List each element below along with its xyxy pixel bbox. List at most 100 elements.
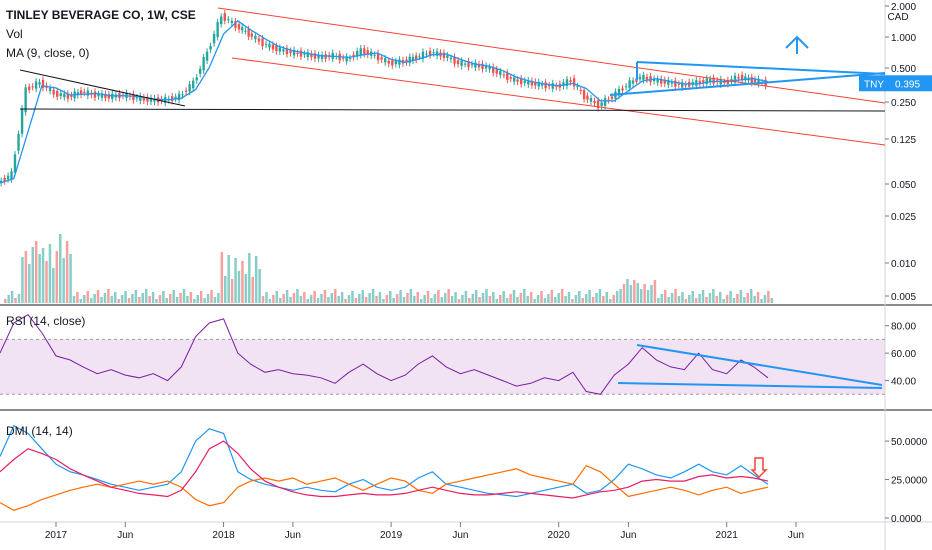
volume-bar	[698, 294, 701, 303]
volume-bar	[736, 294, 739, 303]
volume-bar	[719, 292, 722, 303]
volume-bar	[743, 297, 746, 303]
candle-body	[28, 86, 31, 90]
candle-body	[184, 90, 188, 92]
dmi-up-arrow-icon	[750, 457, 768, 479]
volume-bar	[227, 255, 230, 303]
triangle-bottom	[609, 72, 886, 96]
dmi-tick-label: 50.0000	[891, 437, 928, 448]
candle-body	[607, 99, 610, 101]
candle-body	[398, 59, 401, 65]
candle-body	[202, 57, 205, 71]
candle-body	[86, 90, 90, 96]
volume-bar	[619, 289, 622, 303]
candle-body	[146, 96, 149, 102]
volume-bar	[45, 261, 48, 303]
currency-label: CAD	[887, 12, 908, 23]
volume-bar	[179, 293, 182, 303]
volume-bar	[289, 297, 292, 303]
price-tick-label: 0.005	[891, 292, 916, 303]
candle-body	[48, 87, 52, 91]
candle-body	[421, 51, 425, 59]
volume-bar	[437, 290, 440, 303]
volume-bar	[423, 295, 426, 303]
candle-body	[757, 78, 760, 84]
time-tick-label: Jun	[285, 530, 301, 541]
candle-body	[212, 33, 216, 44]
volume-bar	[598, 289, 602, 303]
candle-body	[10, 171, 13, 180]
candle-body	[250, 33, 254, 37]
volume-bar	[38, 254, 41, 303]
volume-bar	[770, 298, 774, 303]
candle-body	[205, 51, 209, 61]
candle-body	[264, 43, 268, 45]
volume-bar	[426, 291, 430, 303]
candle-body	[380, 57, 383, 60]
time-tick-label: Jun	[452, 530, 468, 541]
candle-body	[100, 93, 104, 98]
candle-body	[534, 81, 537, 86]
candle-body	[702, 80, 705, 84]
volume-bar	[584, 294, 588, 303]
time-tick-label: Jun	[788, 530, 804, 541]
volume-bar	[299, 296, 303, 303]
volume-bar	[55, 251, 59, 303]
volume-bar	[389, 291, 392, 303]
volume-bar	[306, 299, 309, 303]
candle-body	[34, 81, 38, 89]
volume-bar	[210, 290, 213, 303]
volume-bar	[440, 297, 444, 303]
volume-bar	[516, 297, 519, 303]
volume-bar	[371, 289, 375, 303]
candle-body	[698, 80, 702, 84]
candle-body	[52, 89, 55, 95]
volume-bar	[382, 299, 385, 303]
volume-bar	[206, 294, 210, 303]
price-tag-symbol: TNY	[864, 79, 884, 90]
candle-body	[174, 96, 177, 99]
volume-bar	[646, 290, 650, 303]
volume-bar	[722, 299, 725, 303]
candle-body	[0, 180, 3, 183]
candle-body	[656, 78, 659, 83]
candle-body	[547, 85, 551, 87]
candle-body	[363, 48, 366, 54]
volume-bar	[657, 298, 660, 303]
candle-body	[306, 52, 310, 58]
volume-bar	[248, 253, 251, 303]
candle-body	[418, 56, 421, 58]
candle-body	[139, 95, 142, 101]
volume-bar	[636, 283, 639, 303]
volume-bar	[28, 264, 31, 303]
candle-body	[481, 63, 484, 70]
candle-body	[3, 178, 6, 182]
volume-bar	[595, 293, 598, 303]
candle-body	[463, 63, 467, 65]
candle-body	[537, 81, 540, 87]
volume-bar	[313, 291, 316, 303]
price-tick-label: 0.125	[891, 135, 916, 146]
time-tick-label: 2018	[212, 530, 235, 541]
candle-body	[628, 80, 631, 88]
volume-bar	[320, 294, 323, 303]
candle-body	[271, 44, 275, 50]
volume-bar	[468, 298, 471, 303]
candle-body	[285, 48, 289, 55]
candle-body	[663, 79, 666, 84]
dmi-tick-label: 0.0000	[891, 514, 922, 525]
time-tick-label: Jun	[620, 530, 636, 541]
price-tick-label: 0.010	[891, 259, 916, 270]
candle-body	[674, 80, 677, 87]
candle-body	[733, 75, 737, 83]
candle-body	[149, 97, 153, 102]
adx-line	[0, 440, 769, 499]
volume-bar	[402, 297, 406, 303]
volume-bar	[62, 258, 65, 303]
volume-bar	[499, 295, 502, 303]
volume-bar	[554, 297, 557, 303]
volume-bar	[110, 296, 114, 303]
candle-body	[467, 61, 470, 68]
candle-body	[79, 90, 83, 95]
